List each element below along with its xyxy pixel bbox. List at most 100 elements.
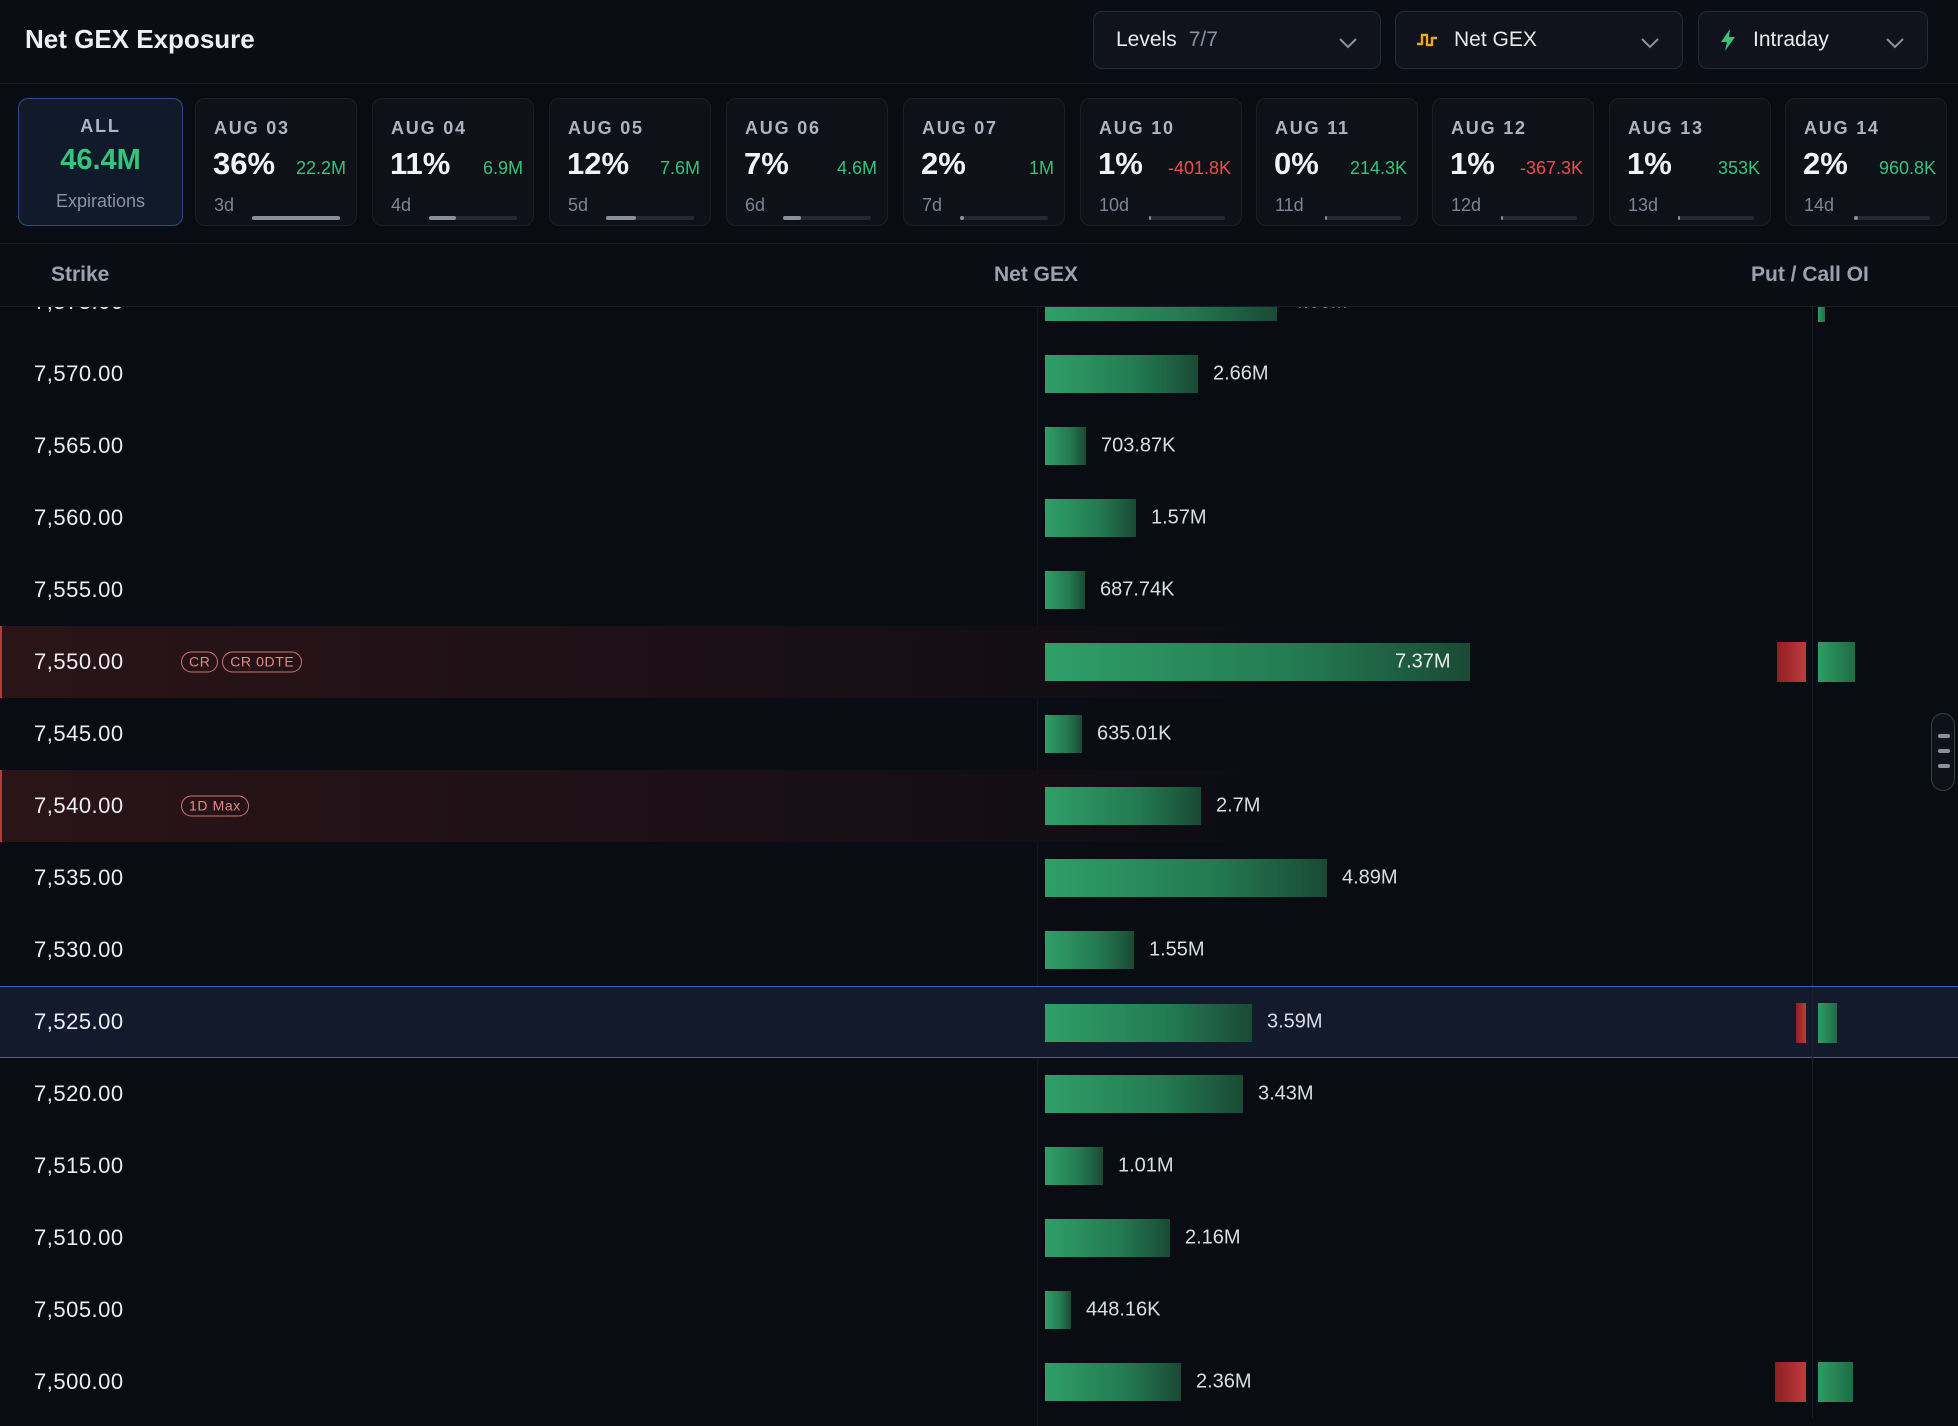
expiration-date: AUG 05 — [568, 118, 644, 138]
netgex-bar[interactable] — [1045, 307, 1277, 321]
netgex-bar[interactable] — [1045, 787, 1201, 825]
metric-dropdown[interactable]: Net GEX — [1395, 11, 1683, 69]
expiration-card[interactable]: AUG 13 1% 353K 13d — [1609, 98, 1771, 226]
netgex-bar[interactable] — [1045, 1363, 1181, 1401]
expiration-share-track — [1149, 216, 1225, 220]
expiration-percent: 1% — [1098, 146, 1143, 181]
scrollbar-handle[interactable] — [1931, 713, 1955, 791]
oi-axis — [1812, 1346, 1813, 1418]
expiration-share-track — [1325, 216, 1401, 220]
table-row[interactable]: 7,520.00 3.43M — [0, 1058, 1958, 1130]
column-put-call-oi[interactable]: Put / Call OI — [1751, 263, 1869, 286]
netgex-value: 3.59M — [1267, 1010, 1323, 1033]
netgex-bar[interactable] — [1045, 1219, 1170, 1257]
netgex-value: 448.16K — [1086, 1298, 1161, 1321]
strike-price: 7,540.00 — [34, 793, 124, 818]
oi-axis — [1812, 338, 1813, 410]
netgex-axis — [1037, 307, 1038, 1426]
table-row[interactable]: 7,550.00 CR CR 0DTE 7.37M — [0, 626, 1958, 698]
table-row[interactable]: 7,500.00 2.36M — [0, 1346, 1958, 1418]
table-row[interactable]: 7,515.00 1.01M — [0, 1130, 1958, 1202]
expiration-date: AUG 06 — [745, 118, 821, 138]
lightning-icon — [1719, 28, 1737, 52]
oi-axis — [1812, 307, 1813, 338]
expiration-card[interactable]: AUG 12 1% -367.3K 12d — [1432, 98, 1594, 226]
expiration-share-fill — [960, 216, 965, 220]
table-row[interactable]: 7,530.00 1.55M — [0, 914, 1958, 986]
netgex-bar[interactable] — [1045, 499, 1136, 537]
column-netgex[interactable]: Net GEX — [994, 263, 1079, 286]
netgex-bar[interactable] — [1045, 427, 1086, 465]
levels-dropdown[interactable]: Levels 7/7 — [1093, 11, 1381, 69]
expiration-card[interactable]: AUG 03 36% 22.2M 3d — [195, 98, 357, 226]
expiration-date: AUG 04 — [391, 118, 467, 138]
expiration-card-all[interactable]: ALL 46.4M Expirations — [18, 98, 183, 226]
expiration-days: 13d — [1628, 195, 1659, 215]
levels-count: 7/7 — [1188, 28, 1218, 51]
table-header: Strike Net GEX Put / Call OI — [0, 245, 1958, 307]
netgex-bar[interactable] — [1045, 1291, 1071, 1329]
table-row[interactable]: 7,570.00 2.66M — [0, 338, 1958, 410]
expiration-share-track — [1854, 216, 1930, 220]
table-row[interactable]: 7,565.00 703.87K — [0, 410, 1958, 482]
strike-price: 7,550.00 — [34, 649, 124, 674]
netgex-bar[interactable] — [1045, 643, 1470, 681]
table-row[interactable]: 7,560.00 1.57M — [0, 482, 1958, 554]
expiration-card[interactable]: AUG 10 1% -401.8K 10d — [1080, 98, 1242, 226]
table-row[interactable]: 7,505.00 448.16K — [0, 1274, 1958, 1346]
netgex-bar[interactable] — [1045, 1147, 1103, 1185]
expiration-percent: 7% — [744, 146, 789, 181]
expiration-days: 14d — [1804, 195, 1835, 215]
table-row[interactable]: 7,540.00 1D Max 2.7M — [0, 770, 1958, 842]
netgex-bar[interactable] — [1045, 931, 1134, 969]
strike-price: 7,520.00 — [34, 1081, 124, 1106]
column-strike[interactable]: Strike — [51, 263, 110, 286]
netgex-bar[interactable] — [1045, 571, 1085, 609]
expiration-card[interactable]: AUG 05 12% 7.6M 5d — [549, 98, 711, 226]
netgex-bar[interactable] — [1045, 859, 1327, 897]
oi-axis — [1812, 1202, 1813, 1274]
strike-price: 7,565.00 — [34, 433, 124, 458]
expiration-date: AUG 03 — [214, 118, 290, 138]
expiration-percent: 2% — [921, 146, 966, 181]
netgex-value: 1.01M — [1118, 1154, 1174, 1177]
oi-axis — [1812, 698, 1813, 770]
oi-axis — [1812, 1274, 1813, 1346]
expiration-percent: 0% — [1274, 146, 1319, 181]
expiration-share-fill — [606, 216, 636, 220]
expiration-card[interactable]: AUG 04 11% 6.9M 4d — [372, 98, 534, 226]
level-tag: CR 0DTE — [222, 651, 303, 673]
strike-price: 7,545.00 — [34, 721, 124, 746]
level-tag: CR — [181, 651, 219, 673]
netgex-value: 1.57M — [1151, 506, 1207, 529]
netgex-bar[interactable] — [1045, 1075, 1243, 1113]
table-row[interactable]: 7,535.00 4.89M — [0, 842, 1958, 914]
oi-axis — [1812, 554, 1813, 626]
expiration-percent: 2% — [1803, 146, 1848, 181]
expiration-card[interactable]: AUG 07 2% 1M 7d — [903, 98, 1065, 226]
expiration-share-track — [1501, 216, 1577, 220]
expiration-share-track — [960, 216, 1048, 220]
expiration-share-fill — [1854, 216, 1858, 220]
netgex-bar[interactable] — [1045, 355, 1198, 393]
table-row-current[interactable]: 7,525.00 3.59M — [0, 986, 1958, 1059]
table-row[interactable]: 7,575.00 4.03M — [0, 307, 1958, 338]
netgex-value: 703.87K — [1101, 434, 1176, 457]
expiration-card[interactable]: AUG 06 7% 4.6M 6d — [726, 98, 888, 226]
table-row[interactable]: 7,555.00 687.74K — [0, 554, 1958, 626]
expiration-card[interactable]: AUG 14 2% 960.8K 14d — [1785, 98, 1947, 226]
strike-price: 7,510.00 — [34, 1225, 124, 1250]
strike-price: 7,535.00 — [34, 865, 124, 890]
chevron-down-icon — [1338, 32, 1358, 56]
netgex-bar[interactable] — [1045, 1004, 1252, 1042]
netgex-bar[interactable] — [1045, 715, 1082, 753]
netgex-value: 2.16M — [1185, 1226, 1241, 1249]
expiration-percent: 36% — [213, 146, 276, 181]
expiration-value: 214.3K — [1349, 158, 1407, 178]
table-row[interactable]: 7,510.00 2.16M — [0, 1202, 1958, 1274]
expiration-card[interactable]: AUG 11 0% 214.3K 11d — [1256, 98, 1418, 226]
call-oi-bar — [1818, 1003, 1837, 1043]
strike-price: 7,530.00 — [34, 937, 124, 962]
table-row[interactable]: 7,545.00 635.01K — [0, 698, 1958, 770]
mode-dropdown[interactable]: Intraday — [1698, 11, 1928, 69]
